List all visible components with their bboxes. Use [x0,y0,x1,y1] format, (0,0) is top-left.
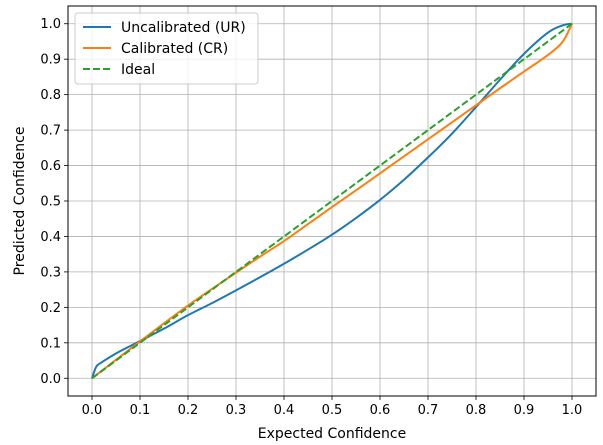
x-tick-label: 0.9 [514,403,535,418]
legend-label-calibrated-cr: Calibrated (CR) [121,41,228,57]
legend-label-ideal: Ideal [121,62,155,78]
y-tick-label: 0.6 [40,159,61,174]
legend: Uncalibrated (UR) Calibrated (CR) Ideal [75,13,258,84]
y-tick-label: 0.7 [40,124,61,139]
x-tick-label: 0.4 [274,403,295,418]
x-tick-label: 0.2 [178,403,199,418]
y-tick-label: 0.8 [40,88,61,103]
y-tick-label: 0.9 [40,53,61,68]
x-tick-label: 0.7 [418,403,439,418]
x-tick-label: 0.6 [370,403,391,418]
x-axis-label: Expected Confidence [258,426,406,442]
x-tick-label: 0.5 [322,403,343,418]
y-tick-label: 0.3 [40,265,61,280]
y-tick-label: 0.1 [40,336,61,351]
x-tick-label: 0.0 [82,403,103,418]
legend-label-uncalibrated-ur: Uncalibrated (UR) [121,20,246,36]
x-tick-label: 1.0 [562,403,583,418]
y-tick-label: 0.5 [40,195,61,210]
y-tick-label: 1.0 [40,17,61,32]
y-tick-label: 0.2 [40,301,61,316]
y-tick-label: 0.0 [40,372,61,387]
y-tick-label: 0.4 [40,230,61,245]
y-axis-label: Predicted Confidence [12,127,28,276]
x-tick-label: 0.8 [466,403,487,418]
x-tick-label: 0.3 [226,403,247,418]
x-tick-label: 0.1 [130,403,151,418]
